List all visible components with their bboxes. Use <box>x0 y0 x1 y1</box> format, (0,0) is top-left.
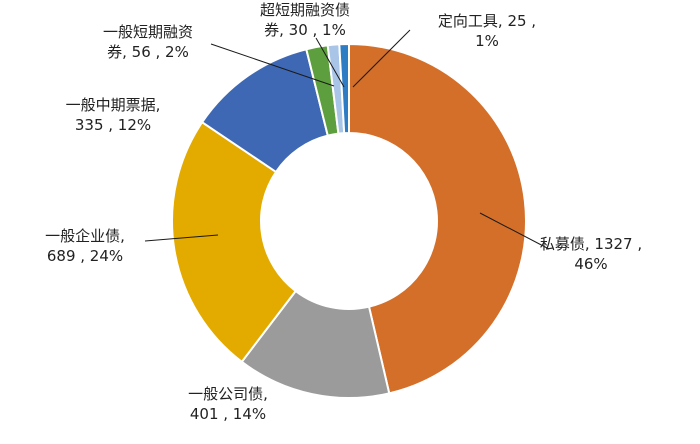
data-label-1: 一般公司债, 401 , 14% <box>188 385 268 423</box>
data-label-line2-4: 券, 56 , 2% <box>107 43 189 61</box>
data-label-line1-1: 一般公司债, <box>188 385 268 403</box>
data-label-line2-6: 1% <box>475 32 499 50</box>
donut-slice-0 <box>348 42 527 395</box>
donut-slice-2 <box>171 120 298 364</box>
data-label-3: 一般中期票据, 335 , 12% <box>66 96 161 134</box>
data-label-5: 超短期融资债券, 30 , 1% <box>260 1 350 39</box>
data-label-line1-3: 一般中期票据, <box>66 96 161 114</box>
leader-line-0 <box>479 212 550 250</box>
data-label-line1-0: 私募债, 1327 , <box>540 235 642 253</box>
data-label-line1-6: 定向工具, 25 , <box>438 12 536 30</box>
data-label-2: 一般企业债, 689 , 24% <box>45 227 125 265</box>
donut-slice-1 <box>240 289 391 399</box>
data-label-line1-2: 一般企业债, <box>45 227 125 245</box>
leader-line-5 <box>315 37 345 88</box>
leader-line-4 <box>210 43 335 87</box>
data-label-6: 定向工具, 25 , 1% <box>438 12 536 50</box>
data-label-line2-5: 券, 30 , 1% <box>264 21 346 39</box>
leader-line-2 <box>144 234 219 242</box>
data-label-0: 私募债, 1327 , 46% <box>540 235 642 273</box>
leader-line-6 <box>352 29 411 88</box>
data-label-4: 一般短期融资券, 56 , 2% <box>103 23 193 61</box>
data-label-line2-3: 335 , 12% <box>75 116 151 134</box>
data-label-line2-1: 401 , 14% <box>190 405 266 423</box>
data-label-line1-4: 一般短期融资 <box>103 23 193 41</box>
data-label-line1-5: 超短期融资债 <box>260 1 350 19</box>
data-label-line2-2: 689 , 24% <box>47 247 123 265</box>
donut-slice-6 <box>338 42 350 135</box>
data-label-line2-0: 46% <box>574 255 607 273</box>
